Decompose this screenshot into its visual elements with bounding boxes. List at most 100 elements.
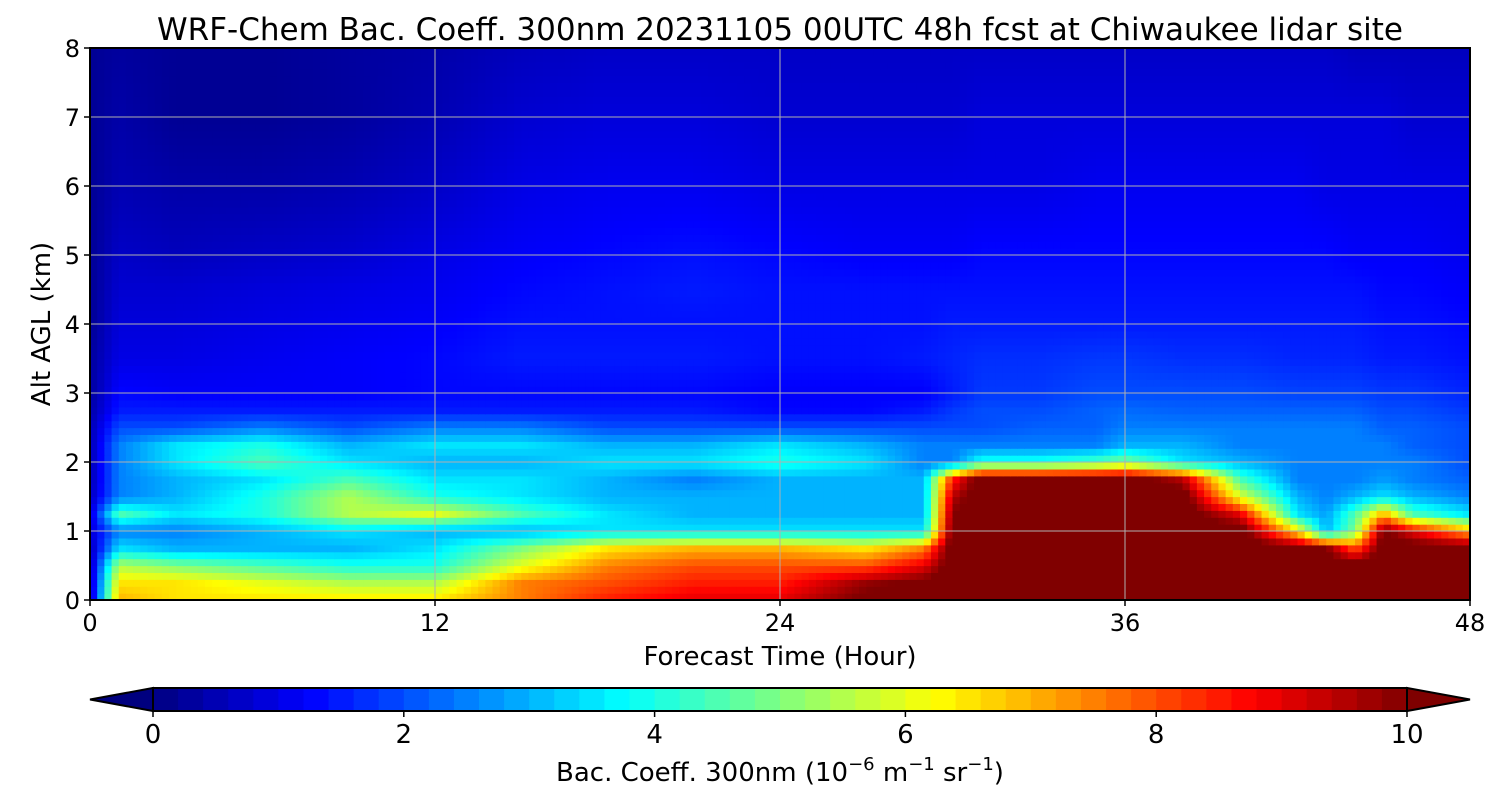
heatmap-cell [1132, 441, 1140, 449]
heatmap-cell [97, 483, 105, 491]
heatmap-cell [945, 552, 953, 560]
heatmap-cell [1362, 421, 1370, 429]
heatmap-cell [133, 503, 141, 511]
heatmap-cell [730, 531, 738, 539]
heatmap-cell [1010, 552, 1018, 560]
heatmap-cell [780, 559, 788, 567]
heatmap-cell [622, 483, 630, 491]
heatmap-cell [1010, 579, 1018, 587]
heatmap-cell [1125, 586, 1133, 594]
heatmap-cell [1082, 441, 1090, 449]
heatmap-cell [155, 510, 163, 518]
heatmap-cell [1448, 566, 1456, 574]
heatmap-cell [751, 428, 759, 436]
heatmap-cell [744, 428, 752, 436]
heatmap-cell [291, 579, 299, 587]
heatmap-cell [701, 434, 709, 442]
heatmap-cell [1283, 566, 1291, 574]
heatmap-cell [1183, 448, 1191, 456]
heatmap-cell [385, 441, 393, 449]
heatmap-cell [723, 559, 731, 567]
heatmap-cell [615, 490, 623, 498]
heatmap-cell [1391, 566, 1399, 574]
heatmap-cell [1398, 434, 1406, 442]
heatmap-cell [536, 469, 544, 477]
heatmap-cell [665, 455, 673, 463]
heatmap-cell [1125, 421, 1133, 429]
heatmap-cell [1405, 462, 1413, 470]
heatmap-cell [1204, 559, 1212, 567]
heatmap-cell [1276, 531, 1284, 539]
heatmap-cell [758, 538, 766, 546]
heatmap-cell [701, 441, 709, 449]
heatmap-cell [1089, 448, 1097, 456]
heatmap-cell [507, 517, 515, 525]
heatmap-cell [155, 566, 163, 574]
heatmap-cell [1262, 503, 1270, 511]
heatmap-cell [421, 448, 429, 456]
heatmap-cell [198, 490, 206, 498]
heatmap-cell [298, 434, 306, 442]
heatmap-cell [191, 490, 199, 498]
heatmap-cell [313, 490, 321, 498]
heatmap-cell [1132, 545, 1140, 553]
heatmap-cell [378, 566, 386, 574]
heatmap-cell [1154, 517, 1162, 525]
heatmap-cell [284, 421, 292, 429]
heatmap-cell [500, 517, 508, 525]
heatmap-cell [133, 434, 141, 442]
heatmap-cell [241, 490, 249, 498]
heatmap-cell [917, 476, 925, 484]
heatmap-cell [234, 421, 242, 429]
heatmap-cell [1046, 524, 1054, 532]
heatmap-cell [1139, 566, 1147, 574]
heatmap-cell [1089, 462, 1097, 470]
heatmap-cell [133, 517, 141, 525]
heatmap-cell [255, 503, 263, 511]
heatmap-cell [1341, 579, 1349, 587]
heatmap-cell [263, 421, 271, 429]
heatmap-cell [1125, 524, 1133, 532]
heatmap-cell [90, 414, 98, 422]
heatmap-cell [1441, 490, 1449, 498]
heatmap-cell [219, 586, 227, 594]
heatmap-cell [988, 545, 996, 553]
heatmap-cell [248, 476, 256, 484]
heatmap-cell [334, 497, 342, 505]
heatmap-cell [1190, 428, 1198, 436]
heatmap-cell [1377, 545, 1385, 553]
heatmap-cell [428, 441, 436, 449]
heatmap-cell [1168, 579, 1176, 587]
heatmap-cell [830, 490, 838, 498]
heatmap-cell [766, 579, 774, 587]
heatmap-cell [960, 586, 968, 594]
heatmap-cell [859, 559, 867, 567]
heatmap-cell [643, 490, 651, 498]
heatmap-cell [1319, 572, 1327, 580]
heatmap-cell [981, 586, 989, 594]
heatmap-cell [629, 572, 637, 580]
heatmap-cell [794, 434, 802, 442]
heatmap-cell [270, 517, 278, 525]
heatmap-cell [924, 455, 932, 463]
heatmap-cell [938, 517, 946, 525]
heatmap-cell [636, 497, 644, 505]
heatmap-cell [385, 448, 393, 456]
heatmap-cell [320, 434, 328, 442]
heatmap-cell [744, 469, 752, 477]
heatmap-cell [1096, 490, 1104, 498]
heatmap-cell [1190, 455, 1198, 463]
heatmap-cell [1075, 524, 1083, 532]
heatmap-cell [600, 531, 608, 539]
heatmap-cell [953, 586, 961, 594]
heatmap-cell [119, 531, 127, 539]
heatmap-cell [1413, 559, 1421, 567]
heatmap-cell [687, 434, 695, 442]
heatmap-cell [1456, 586, 1464, 594]
heatmap-cell [1362, 483, 1370, 491]
heatmap-cell [981, 421, 989, 429]
heatmap-cell [507, 469, 515, 477]
heatmap-cell [521, 545, 529, 553]
heatmap-cell [1147, 566, 1155, 574]
heatmap-cell [406, 566, 414, 574]
